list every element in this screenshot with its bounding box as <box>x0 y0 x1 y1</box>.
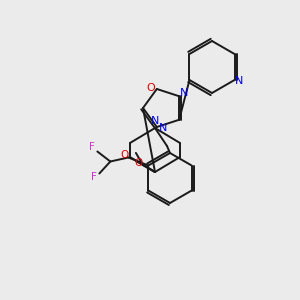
Text: N: N <box>180 88 188 98</box>
Text: F: F <box>92 172 97 182</box>
Text: N: N <box>151 116 159 126</box>
Text: F: F <box>89 142 95 152</box>
Text: O: O <box>135 158 143 168</box>
Text: N: N <box>159 123 167 133</box>
Text: O: O <box>120 151 128 160</box>
Text: O: O <box>146 83 155 93</box>
Text: N: N <box>235 76 244 86</box>
